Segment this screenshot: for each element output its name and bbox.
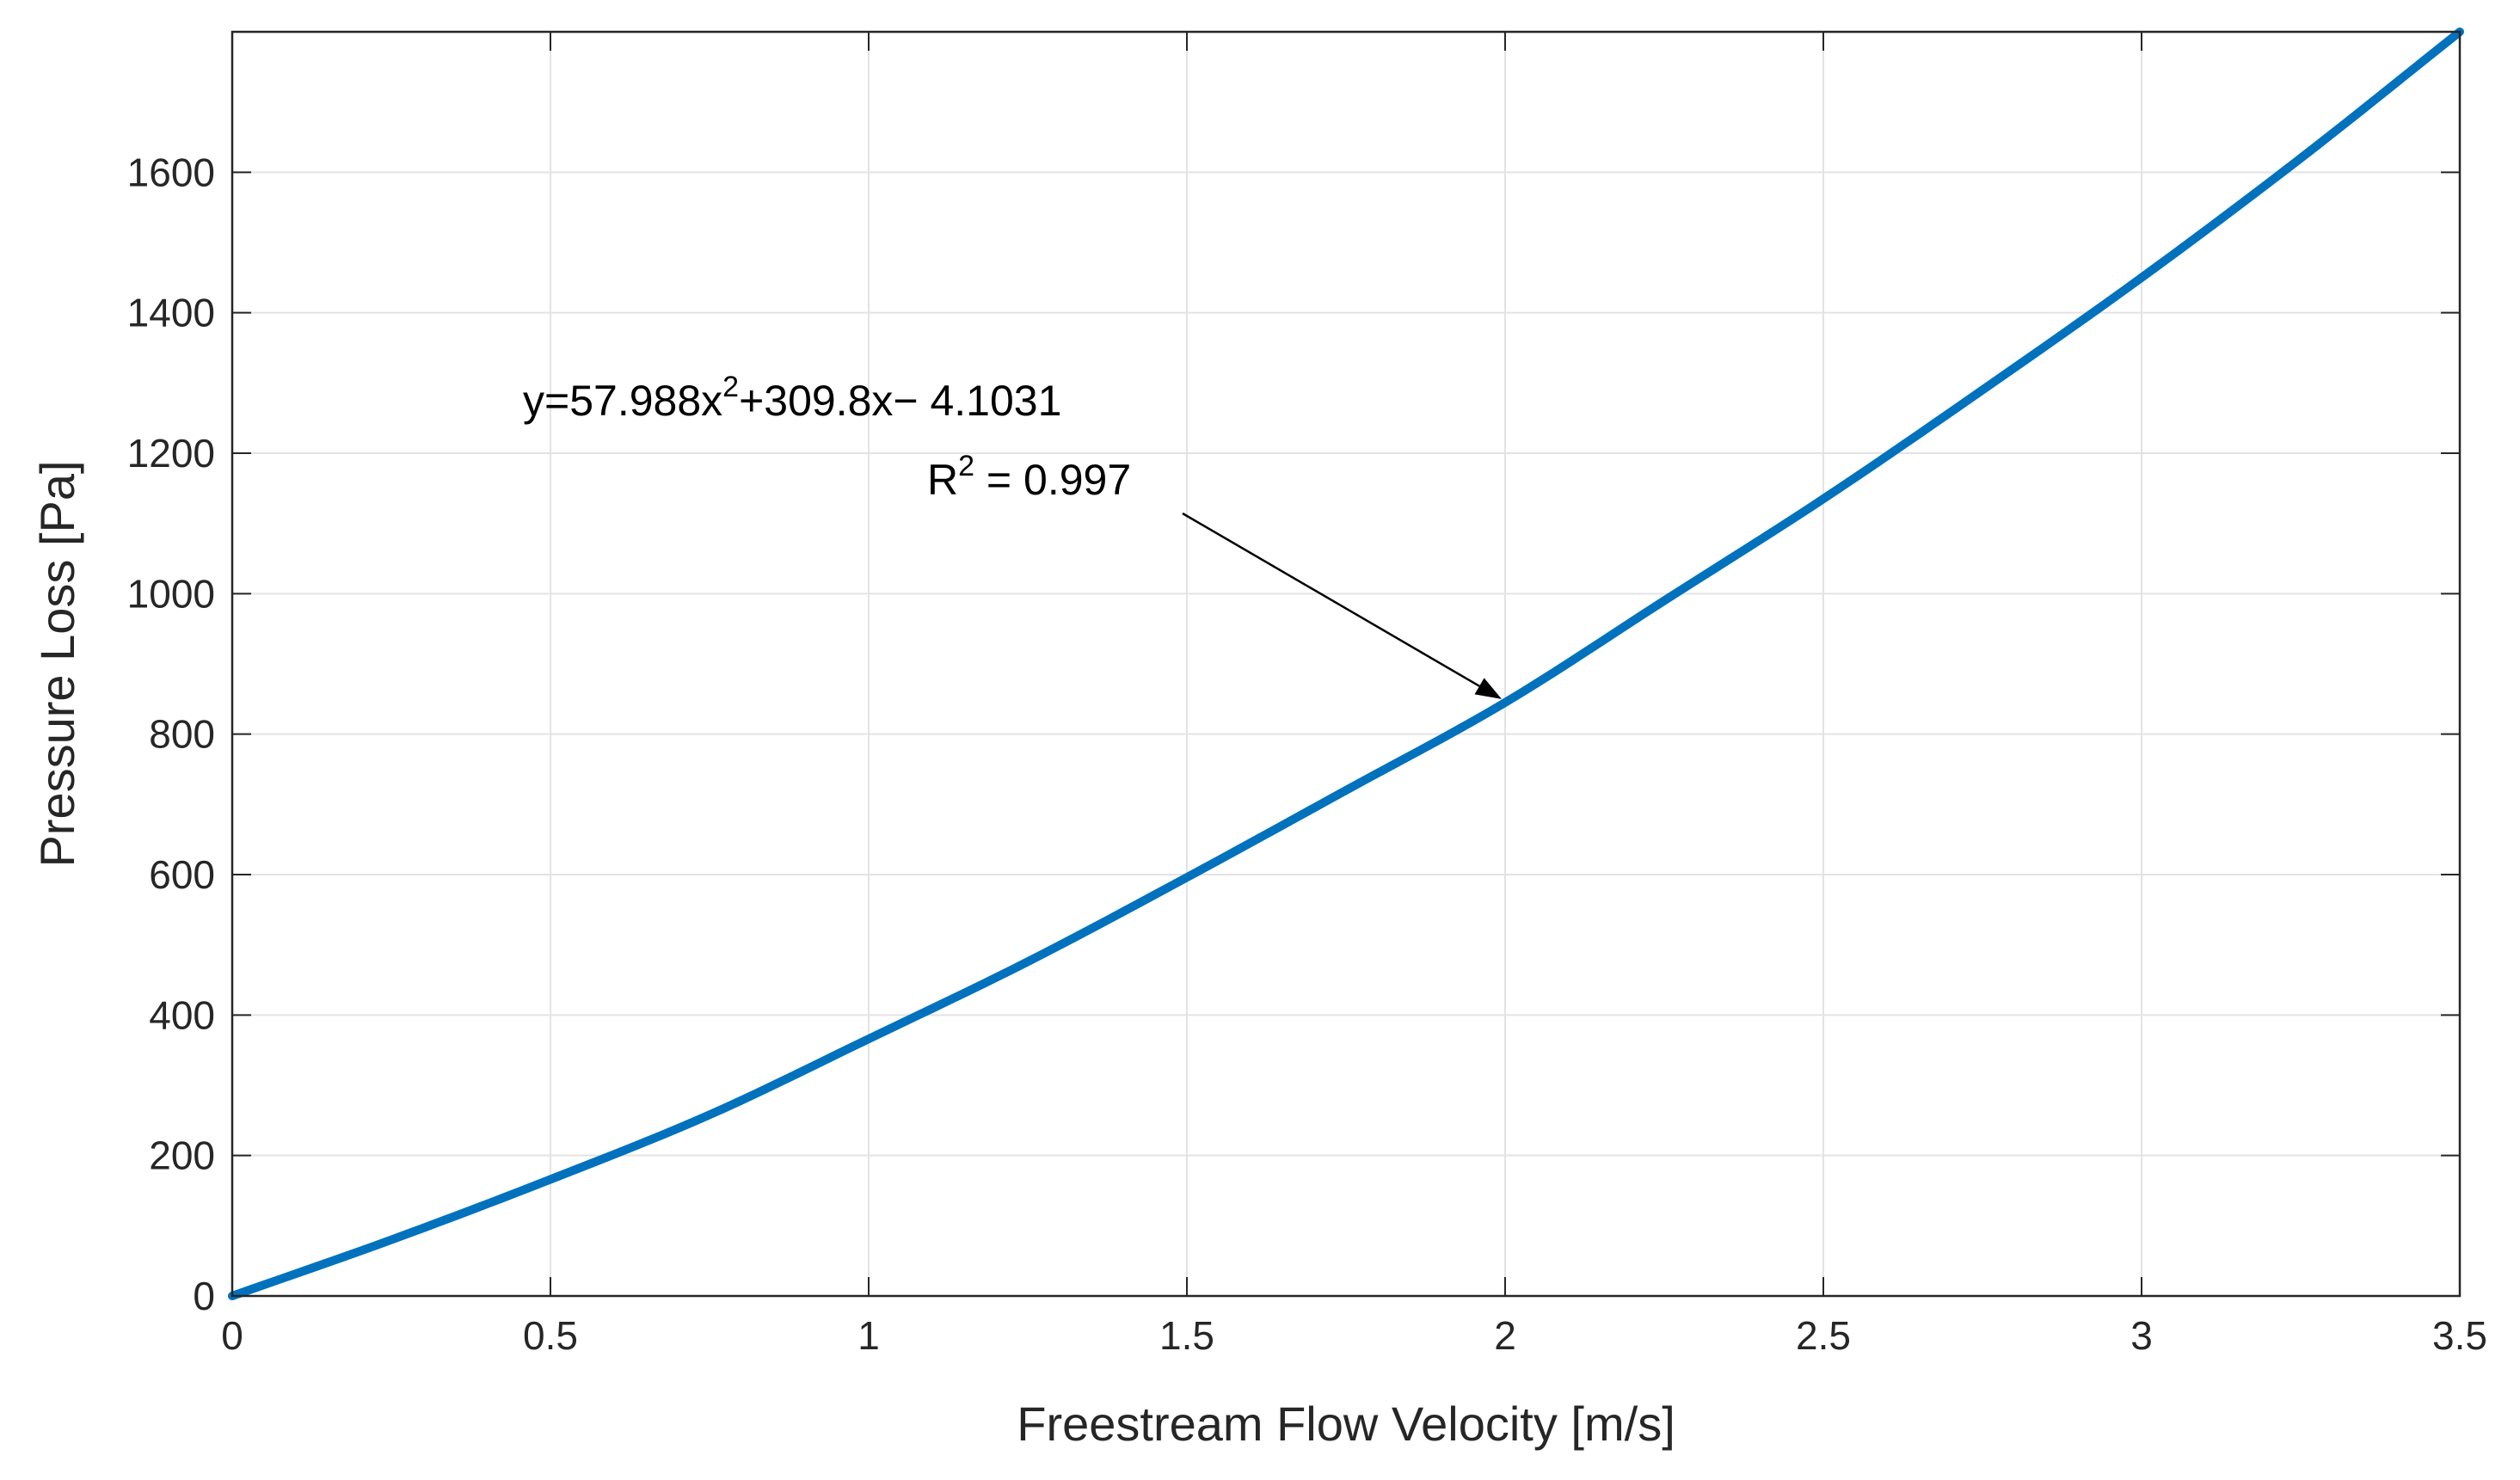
axes-frame: [230, 30, 2462, 1298]
fit-annotation: y=57.988x2+309.8x− 4.1031 R2 = 0.997: [523, 371, 1502, 699]
axes-box: [230, 30, 2462, 1298]
y-tick-labels: 0 200 400 600 800 1000 1200 1400 1600: [127, 150, 215, 1318]
fit-equation: y=57.988x2+309.8x− 4.1031: [523, 371, 1061, 425]
y-tick-label: 600: [149, 852, 215, 897]
plot-area: [232, 32, 2460, 1296]
series-layer: [228, 28, 2464, 1300]
y-tick-label: 0: [193, 1274, 215, 1318]
r-squared-prefix: R: [927, 456, 958, 504]
y-tick-label: 1000: [127, 571, 215, 616]
x-tick-label: 2: [1494, 1313, 1516, 1358]
x-tick-label: 3.5: [2432, 1313, 2487, 1358]
annotation-arrow-shaft: [1182, 512, 1480, 687]
fit-equation-suffix: +309.8x− 4.1031: [739, 377, 1061, 425]
x-tick-label: 0.5: [523, 1313, 578, 1358]
y-tick-label: 1400: [127, 291, 215, 335]
x-axis-label: Freestream Flow Velocity [m/s]: [1017, 1397, 1675, 1451]
r-squared-exponent: 2: [958, 450, 974, 482]
x-tick-label: 3: [2130, 1313, 2153, 1358]
x-tick-label: 0: [221, 1313, 243, 1358]
x-tick-label: 1: [857, 1313, 880, 1358]
tick-marks: [231, 32, 2461, 1297]
x-tick-label: 2.5: [1796, 1313, 1851, 1358]
y-axis-label: Pressure Loss [Pa]: [30, 460, 84, 867]
y-tick-label: 400: [149, 992, 215, 1037]
r-squared-label: R2 = 0.997: [927, 450, 1131, 504]
fit-equation-exponent: 2: [722, 371, 739, 403]
annotation-arrow-head: [1474, 678, 1502, 699]
x-tick-labels: 0 0.5 1 1.5 2 2.5 3 3.5: [221, 1313, 2487, 1358]
r-squared-value: = 0.997: [974, 456, 1131, 504]
series-line-pressure-loss: [228, 28, 2464, 1300]
x-tick-label: 1.5: [1159, 1313, 1214, 1358]
y-tick-label: 1200: [127, 431, 215, 476]
y-tick-label: 200: [149, 1133, 215, 1178]
y-tick-label: 1600: [127, 150, 215, 194]
fit-equation-prefix: y=57.988x: [523, 377, 722, 425]
y-tick-label: 800: [149, 712, 215, 757]
